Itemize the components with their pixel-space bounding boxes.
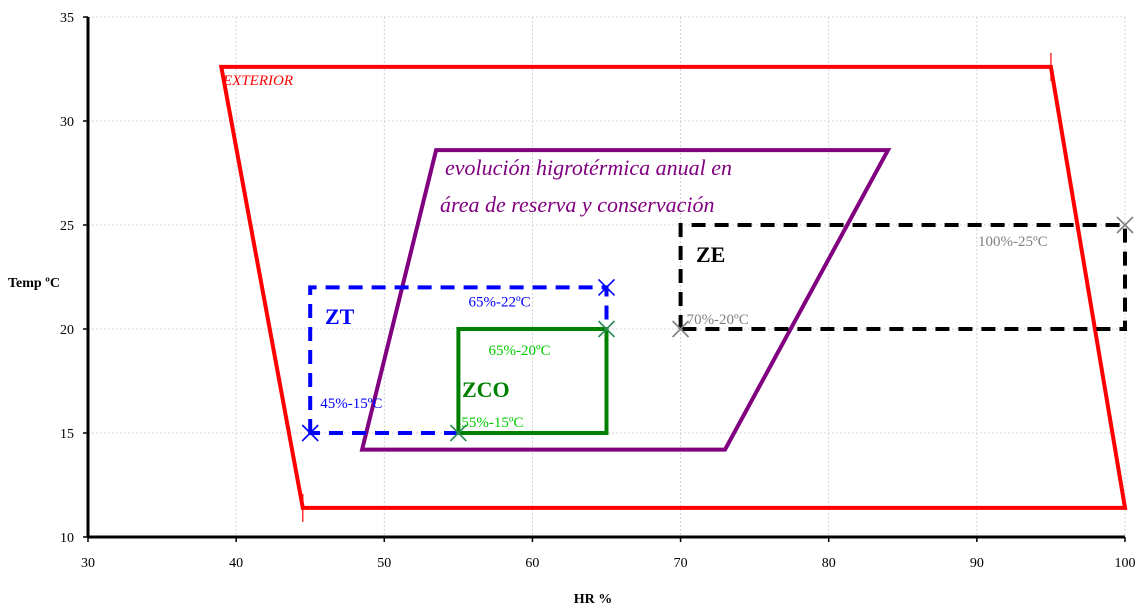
zt-label: ZT <box>325 304 355 329</box>
marker-label: 55%-15ºC <box>461 415 523 431</box>
x-tick-label: 50 <box>377 556 391 571</box>
marker-x <box>1116 216 1134 234</box>
x-tick-label: 30 <box>81 556 95 571</box>
exterior-label: EXTERIOR <box>222 73 293 89</box>
evolution-label-line2: área de reserva y conservación <box>440 192 715 217</box>
marker-label: 100%-25ºC <box>978 234 1048 250</box>
markers-group: 45%-15ºC 65%-22ºC 55%-15ºC 65%-20ºC 70%-20ºC… <box>301 216 1134 442</box>
y-tick-label: 35 <box>60 11 74 26</box>
y-tick-label: 10 <box>60 531 74 546</box>
marker-x <box>301 424 319 442</box>
x-tick-label: 90 <box>970 556 984 571</box>
series-evolución <box>359 148 892 452</box>
marker-label: 65%-22ºC <box>469 294 531 310</box>
x-axis-title: HR % <box>574 592 613 607</box>
marker-x <box>597 320 616 338</box>
y-tick-label: 30 <box>60 115 74 130</box>
axes <box>83 16 1126 542</box>
marker-x <box>672 320 690 338</box>
y-tick-label: 15 <box>60 427 74 442</box>
evolution-label-line1: evolución higrotérmica anual en <box>445 155 732 180</box>
marker-label: 70%-20ºC <box>687 312 749 328</box>
zco-label: ZCO <box>462 377 510 402</box>
marker-label: 45%-15ºC <box>320 396 382 412</box>
marker-label: 65%-20ºC <box>489 343 551 359</box>
marker-x <box>597 278 616 296</box>
y-axis-title: Temp ºC <box>8 276 60 291</box>
marker-x <box>449 424 467 442</box>
gridlines <box>88 16 1126 537</box>
x-tick-label: 60 <box>525 556 539 571</box>
ze-label: ZE <box>696 242 725 267</box>
y-tick-label: 25 <box>60 219 74 234</box>
x-tick-label: 40 <box>229 556 243 571</box>
series-group <box>218 52 1128 522</box>
x-tick-label: 70 <box>674 556 688 571</box>
series-exterior <box>218 64 1128 510</box>
x-tick-label: 100 <box>1115 556 1136 571</box>
series-ze <box>678 223 1127 331</box>
tick-labels: 30 40 50 60 70 80 90 100 10 15 20 25 30 35 <box>60 11 1136 571</box>
y-tick-label: 20 <box>60 323 74 338</box>
x-tick-label: 80 <box>822 556 836 571</box>
